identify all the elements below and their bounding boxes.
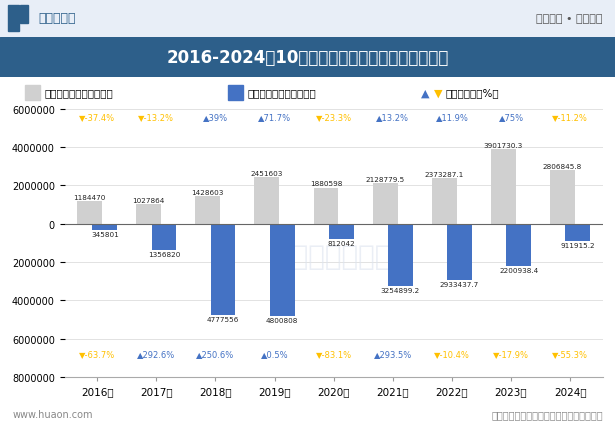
Text: 2933437.7: 2933437.7 — [440, 281, 479, 287]
Text: ▼-63.7%: ▼-63.7% — [79, 349, 115, 358]
Text: ▼-23.3%: ▼-23.3% — [315, 112, 352, 121]
Text: ▲75%: ▲75% — [499, 112, 523, 121]
Text: 华经产业研究院: 华经产业研究院 — [276, 243, 392, 271]
Bar — [210, 224, 236, 315]
Text: ▼-37.4%: ▼-37.4% — [79, 112, 115, 121]
Text: 2200938.4: 2200938.4 — [499, 268, 538, 273]
Text: 华经情报网: 华经情报网 — [38, 12, 76, 25]
Bar — [20, 6, 28, 24]
Bar — [550, 170, 575, 224]
Text: ▲292.6%: ▲292.6% — [137, 349, 175, 358]
Text: ▲250.6%: ▲250.6% — [196, 349, 234, 358]
Bar — [329, 224, 354, 240]
Text: 911915.2: 911915.2 — [560, 243, 595, 249]
Text: 专业严谨 • 客观科学: 专业严谨 • 客观科学 — [536, 14, 603, 24]
Text: 3254899.2: 3254899.2 — [381, 288, 420, 294]
Bar — [25, 85, 40, 101]
Text: 4777556: 4777556 — [207, 317, 239, 322]
Text: 2128779.5: 2128779.5 — [365, 176, 405, 182]
Text: 进口商品总值（千美元）: 进口商品总值（千美元） — [247, 88, 316, 98]
Bar — [432, 179, 456, 224]
Bar — [447, 224, 472, 280]
Text: 3901730.3: 3901730.3 — [484, 142, 523, 148]
Bar — [136, 204, 161, 224]
Bar — [151, 224, 177, 250]
Text: ▲71.7%: ▲71.7% — [258, 112, 291, 121]
Text: 同比增长率（%）: 同比增长率（%） — [446, 88, 499, 98]
Bar — [270, 224, 295, 316]
Text: ▲39%: ▲39% — [203, 112, 228, 121]
Text: 1184470: 1184470 — [73, 194, 106, 200]
Bar — [92, 224, 117, 231]
Text: ▲0.5%: ▲0.5% — [261, 349, 288, 358]
Text: ▲293.5%: ▲293.5% — [374, 349, 412, 358]
Text: ▼-17.9%: ▼-17.9% — [493, 349, 529, 358]
Bar — [77, 201, 102, 224]
Text: 812042: 812042 — [327, 241, 355, 247]
Text: 1428603: 1428603 — [191, 190, 224, 196]
Bar — [388, 224, 413, 286]
Text: 2373287.1: 2373287.1 — [424, 172, 464, 178]
Bar — [373, 184, 397, 224]
Bar — [8, 6, 19, 32]
Text: 1027864: 1027864 — [132, 197, 165, 203]
Text: 2806845.8: 2806845.8 — [543, 163, 582, 170]
Bar — [196, 197, 220, 224]
Bar — [506, 224, 531, 266]
Text: ▼-83.1%: ▼-83.1% — [315, 349, 352, 358]
Text: ▲: ▲ — [421, 88, 430, 98]
Text: ▼-55.3%: ▼-55.3% — [552, 349, 588, 358]
Text: ▼-11.2%: ▼-11.2% — [552, 112, 588, 121]
Text: ▼-10.4%: ▼-10.4% — [434, 349, 470, 358]
Text: ▲11.9%: ▲11.9% — [435, 112, 469, 121]
Bar — [255, 177, 279, 224]
Text: 出口商品总值（千美元）: 出口商品总值（千美元） — [44, 88, 113, 98]
Text: 2451603: 2451603 — [251, 170, 283, 176]
Text: ▲13.2%: ▲13.2% — [376, 112, 409, 121]
Bar — [565, 224, 590, 242]
Bar — [228, 85, 243, 101]
Text: 1356820: 1356820 — [148, 251, 180, 257]
Bar — [491, 150, 516, 224]
Text: 2016-2024年10月中国与利比亚进、出口商品总值: 2016-2024年10月中国与利比亚进、出口商品总值 — [166, 49, 449, 66]
Text: 345801: 345801 — [91, 232, 119, 238]
Text: 1880598: 1880598 — [310, 181, 342, 187]
Text: ▼: ▼ — [434, 88, 442, 98]
Text: ▼-13.2%: ▼-13.2% — [138, 112, 174, 121]
Text: 数据来源：中国海关；华经产业研究院整理: 数据来源：中国海关；华经产业研究院整理 — [491, 409, 603, 419]
Bar — [314, 188, 338, 224]
Text: 4800808: 4800808 — [266, 317, 298, 323]
Text: www.huaon.com: www.huaon.com — [12, 409, 93, 419]
